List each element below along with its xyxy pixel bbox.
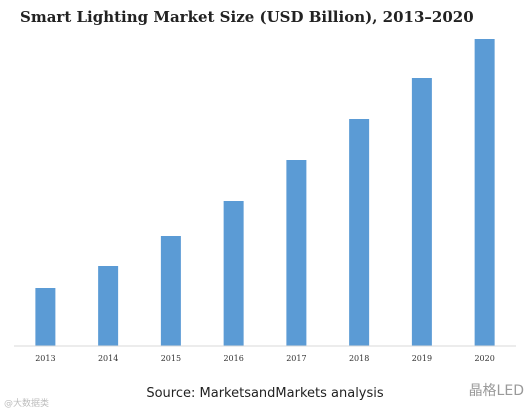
x-tick-label-2019: 2019	[412, 354, 432, 363]
chart-title: Smart Lighting Market Size (USD Billion)…	[20, 8, 474, 26]
x-tick-label-2014: 2014	[98, 354, 118, 363]
x-tick-label-2018: 2018	[349, 354, 369, 363]
x-tick-label-2015: 2015	[161, 354, 181, 363]
x-tick-labels: 2013 2014 2015 2016 2017 2018 2019 2020	[35, 354, 495, 363]
bar-2015	[160, 236, 181, 346]
bars-group	[35, 39, 495, 346]
watermark-left: @大数据类	[4, 399, 50, 409]
bar-2020	[474, 39, 495, 346]
bar-2013	[35, 288, 56, 346]
bar-2019	[411, 78, 432, 346]
bar-2018	[349, 119, 370, 346]
bar-2017	[286, 160, 307, 346]
x-tick-label-2013: 2013	[35, 354, 55, 363]
source-note: Source: MarketsandMarkets analysis	[146, 386, 384, 401]
x-tick-label-2017: 2017	[286, 354, 306, 363]
x-tick-label-2016: 2016	[223, 354, 243, 363]
x-tick-label-2020: 2020	[474, 354, 494, 363]
watermark-right: 晶格LED	[468, 383, 524, 399]
bar-2014	[98, 266, 119, 346]
bar-2016	[223, 201, 244, 346]
